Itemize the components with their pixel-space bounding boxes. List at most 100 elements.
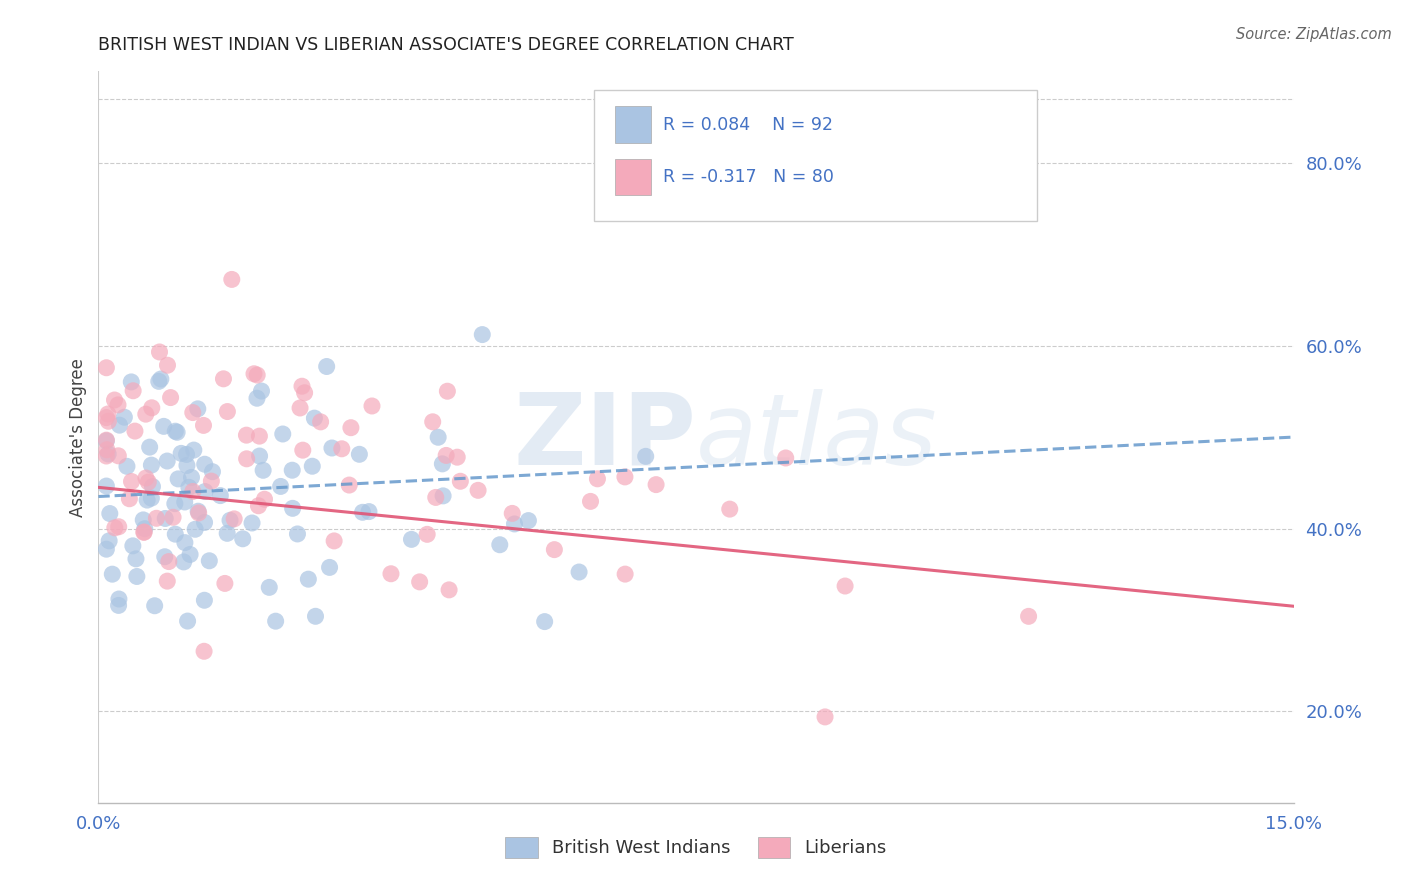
Point — [340, 420, 363, 434]
Point — [183, 443, 205, 458]
Point — [437, 582, 460, 597]
Point — [247, 499, 270, 513]
Point — [543, 542, 565, 557]
Bar — [614, 159, 651, 195]
Point — [96, 410, 118, 425]
Point — [212, 372, 235, 386]
Point — [330, 442, 353, 456]
Point — [145, 511, 167, 525]
Point — [98, 533, 121, 548]
Point — [401, 533, 423, 547]
Point — [446, 450, 468, 465]
Point — [235, 451, 257, 466]
Point — [194, 457, 217, 471]
Point — [96, 433, 118, 447]
Point — [252, 463, 274, 477]
Point — [775, 450, 797, 465]
Point — [167, 472, 190, 486]
Point — [101, 567, 124, 582]
Point — [634, 450, 657, 464]
Point — [174, 535, 197, 549]
Point — [281, 501, 304, 516]
Point — [177, 480, 200, 494]
Point — [718, 502, 741, 516]
Point — [120, 375, 142, 389]
Point — [321, 441, 343, 455]
Point — [184, 522, 207, 536]
Point — [568, 565, 591, 579]
Point — [294, 385, 316, 400]
Text: R = 0.084    N = 92: R = 0.084 N = 92 — [662, 116, 832, 134]
Point — [97, 447, 120, 461]
Point — [501, 507, 523, 521]
Point — [107, 449, 129, 463]
Point — [309, 415, 332, 429]
Point — [173, 555, 195, 569]
Text: Source: ZipAtlas.com: Source: ZipAtlas.com — [1236, 27, 1392, 42]
Point — [579, 494, 602, 508]
Point — [357, 505, 380, 519]
Point — [181, 484, 204, 499]
Point — [97, 414, 120, 428]
Point — [124, 424, 146, 438]
Point — [118, 491, 141, 506]
Point — [318, 560, 340, 574]
Point — [214, 576, 236, 591]
Point — [645, 477, 668, 491]
Point — [288, 401, 311, 415]
Point — [834, 579, 856, 593]
Point — [96, 442, 118, 457]
Point — [193, 644, 215, 658]
Point — [217, 404, 239, 418]
Point — [156, 574, 179, 588]
Point — [108, 592, 131, 607]
Point — [104, 521, 127, 535]
Point — [425, 491, 447, 505]
Point — [159, 391, 181, 405]
Point — [352, 505, 374, 519]
Point — [97, 407, 120, 421]
Point — [613, 470, 636, 484]
Point — [301, 459, 323, 474]
Point — [586, 472, 609, 486]
Point — [148, 345, 170, 359]
Point — [235, 428, 257, 442]
Point — [115, 459, 138, 474]
Point — [247, 429, 270, 443]
Point — [221, 272, 243, 286]
Point — [149, 372, 172, 386]
Point — [103, 392, 125, 407]
FancyBboxPatch shape — [595, 89, 1036, 221]
Point — [240, 516, 263, 530]
Point — [337, 478, 360, 492]
Point — [200, 474, 222, 488]
Point — [246, 391, 269, 405]
Point — [243, 367, 266, 381]
Point — [152, 419, 174, 434]
Point — [125, 552, 148, 566]
Point — [162, 510, 184, 524]
Point — [291, 443, 314, 458]
Point — [107, 599, 129, 613]
Point — [349, 447, 371, 461]
Point — [176, 458, 198, 473]
Point — [136, 493, 159, 508]
Point — [614, 567, 637, 582]
Point — [107, 398, 129, 412]
Point — [193, 516, 215, 530]
Point — [180, 470, 202, 484]
Point — [488, 538, 510, 552]
Point — [246, 368, 269, 382]
Point — [98, 507, 121, 521]
Point — [108, 418, 131, 433]
Point — [141, 479, 163, 493]
Point — [170, 446, 193, 460]
Point — [153, 549, 176, 564]
Point — [187, 506, 209, 520]
Point — [467, 483, 489, 498]
Point — [176, 614, 198, 628]
Point — [176, 447, 198, 461]
Point — [96, 449, 118, 463]
Y-axis label: Associate's Degree: Associate's Degree — [69, 358, 87, 516]
Point — [138, 440, 160, 454]
